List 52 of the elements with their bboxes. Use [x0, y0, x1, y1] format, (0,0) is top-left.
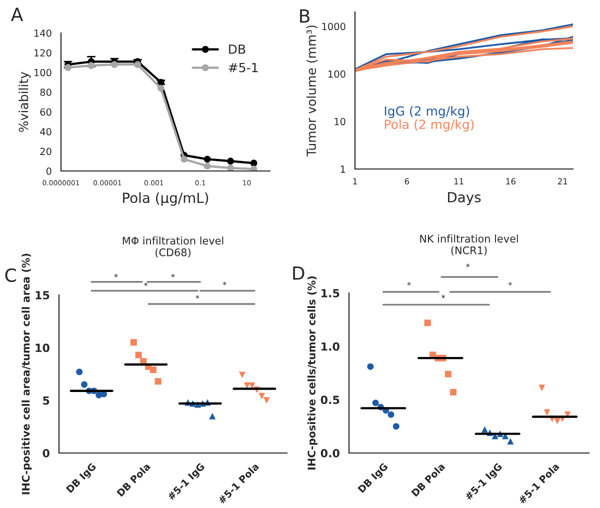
x-tick-label: DB IgG — [66, 462, 98, 495]
chart-title: MΦ infiltration level (CD68) — [122, 236, 224, 258]
text: * — [508, 282, 512, 286]
x-axis-title: Days — [448, 192, 481, 206]
y-tick-label: 100 — [34, 68, 52, 76]
text: * — [171, 274, 175, 278]
x-tick-label: DB IgG — [358, 462, 390, 495]
x-tick-label: 1 — [353, 178, 357, 184]
y-tick-label: 10 — [36, 344, 50, 352]
y-tick-label: 0.0 — [320, 448, 340, 458]
legend-label: DB — [229, 44, 246, 54]
y-tick-label: 5 — [43, 396, 50, 405]
y-tick-label: 100 — [328, 70, 346, 78]
y-tick-label: 120 — [34, 49, 52, 57]
text: * — [222, 282, 226, 286]
x-tick-label: 16 — [506, 178, 516, 184]
chart-title: NK infiltration level (NCR1) — [420, 234, 518, 256]
y-axis-title: %viability — [18, 72, 31, 132]
y-tick-label: 1.5 — [322, 289, 340, 298]
text: * — [144, 282, 148, 286]
y-axis-title: IHC-positive cell area/tumor cell area (%) — [22, 254, 32, 494]
y-tick-label: 10 — [334, 118, 346, 126]
text: B — [300, 9, 310, 23]
x-tick-label: 21 — [558, 178, 568, 184]
y-tick-label: 20 — [40, 148, 52, 156]
text: * — [114, 274, 118, 278]
text: Pola (2 mg/kg) — [384, 119, 474, 132]
y-tick-label: 40 — [40, 128, 52, 136]
y-tick-label: 0.5 — [320, 396, 340, 404]
y-tick-label: 1000 — [322, 22, 346, 30]
y-tick-label: 60 — [40, 108, 52, 116]
y-tick-label: 15 — [36, 291, 50, 300]
y-tick-label: 80 — [40, 88, 52, 96]
y-tick-label: 1.0 — [322, 342, 340, 351]
text: IgG (2 mg/kg) — [384, 106, 470, 118]
x-tick-label: 6 — [404, 178, 410, 184]
text: D — [293, 266, 304, 280]
text: * — [407, 282, 411, 286]
text: * — [466, 264, 470, 268]
x-tick-label: 11 — [454, 178, 464, 184]
y-tick-label: 0 — [42, 448, 50, 458]
x-axis-title: Pola (µg/mL) — [123, 192, 208, 206]
annotation: * — [196, 295, 200, 299]
y-tick-label: 140 — [34, 29, 52, 37]
annotation: * — [441, 294, 446, 299]
legend-label: #5-1 — [228, 62, 258, 72]
text: A — [10, 8, 24, 21]
y-axis-title: Tumor volume (mm³) — [306, 26, 318, 157]
y-tick-label: 0 — [46, 167, 52, 175]
text: C — [5, 268, 16, 282]
y-axis-title: IHC-positive cells/tumor cells (%) — [307, 276, 318, 470]
y-tick-label: 1 — [340, 166, 346, 173]
